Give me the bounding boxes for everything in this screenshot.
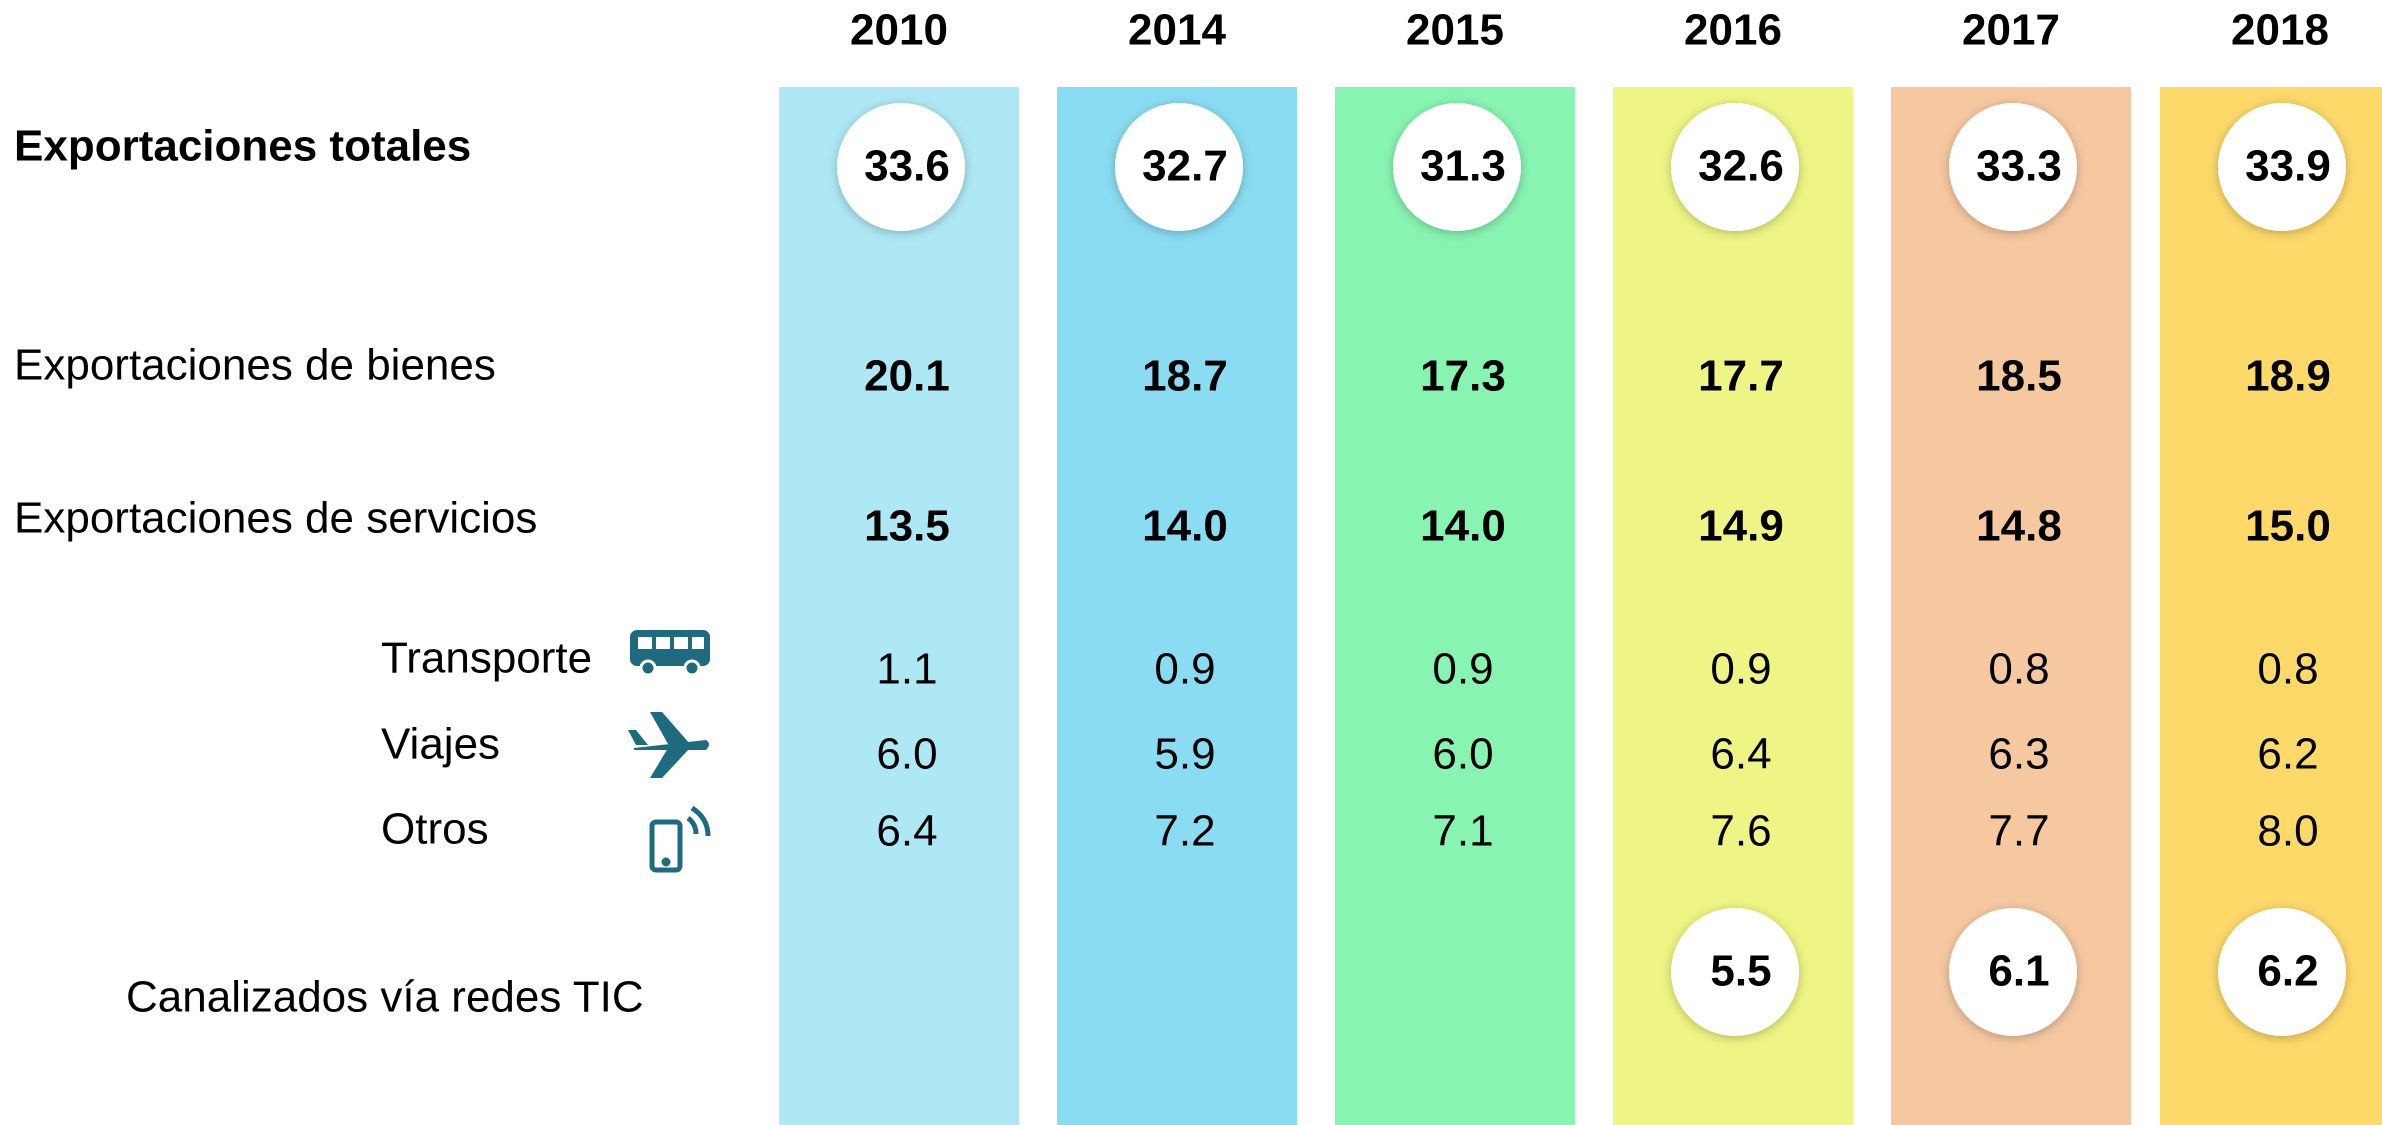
row-label: Canalizados vía redes TIC xyxy=(126,973,644,1022)
plane-icon xyxy=(628,712,709,778)
value: 1.1 xyxy=(876,645,937,694)
value: 32.6 xyxy=(1698,142,1784,191)
value: 33.6 xyxy=(864,142,950,191)
value-circle xyxy=(1115,103,1243,231)
value: 13.5 xyxy=(864,502,950,551)
year-column xyxy=(779,87,1019,1125)
value: 6.4 xyxy=(1710,730,1771,779)
row-label: Exportaciones de servicios xyxy=(14,494,537,543)
value: 5.9 xyxy=(1154,730,1215,779)
year-label: 2018 xyxy=(2231,6,2329,55)
row-label: Exportaciones de bienes xyxy=(14,341,496,390)
value: 5.5 xyxy=(1710,947,1771,996)
value: 32.7 xyxy=(1142,142,1228,191)
value: 15.0 xyxy=(2245,502,2331,551)
value-circle xyxy=(1949,103,2077,231)
value: 14.8 xyxy=(1976,502,2062,551)
value: 33.9 xyxy=(2245,142,2331,191)
year-label: 2016 xyxy=(1684,6,1782,55)
value: 20.1 xyxy=(864,352,950,401)
year-label: 2010 xyxy=(850,6,948,55)
year-label: 2015 xyxy=(1406,6,1504,55)
value: 7.1 xyxy=(1432,807,1493,856)
value: 0.9 xyxy=(1154,645,1215,694)
value: 14.0 xyxy=(1142,502,1228,551)
year-label: 2017 xyxy=(1962,6,2060,55)
value: 6.1 xyxy=(1988,947,2049,996)
value: 6.0 xyxy=(1432,730,1493,779)
phone-icon xyxy=(649,805,711,873)
value: 6.4 xyxy=(876,807,937,856)
value: 18.5 xyxy=(1976,352,2062,401)
value-circle xyxy=(2218,103,2346,231)
value: 7.2 xyxy=(1154,807,1215,856)
value: 7.7 xyxy=(1988,807,2049,856)
year-label: 2014 xyxy=(1128,6,1226,55)
value: 0.8 xyxy=(1988,645,2049,694)
value: 0.8 xyxy=(2257,645,2318,694)
value: 6.3 xyxy=(1988,730,2049,779)
row-label: Transporte xyxy=(381,634,592,683)
value: 17.7 xyxy=(1698,352,1784,401)
value: 14.9 xyxy=(1698,502,1784,551)
value: 6.0 xyxy=(876,730,937,779)
value: 31.3 xyxy=(1420,142,1506,191)
value: 0.9 xyxy=(1432,645,1493,694)
value: 18.9 xyxy=(2245,352,2331,401)
value: 8.0 xyxy=(2257,807,2318,856)
value-circle xyxy=(837,103,965,231)
value: 6.2 xyxy=(2257,730,2318,779)
year-column xyxy=(1057,87,1297,1125)
row-label: Exportaciones totales xyxy=(14,122,471,171)
value-circle xyxy=(1671,908,1799,1036)
value-circle xyxy=(1393,103,1521,231)
row-label: Otros xyxy=(381,805,489,854)
value-circle xyxy=(1949,908,2077,1036)
year-column xyxy=(1335,87,1575,1125)
value: 17.3 xyxy=(1420,352,1506,401)
value-circle xyxy=(1671,103,1799,231)
value: 14.0 xyxy=(1420,502,1506,551)
value: 33.3 xyxy=(1976,142,2062,191)
value: 18.7 xyxy=(1142,352,1228,401)
value: 0.9 xyxy=(1710,645,1771,694)
value: 7.6 xyxy=(1710,807,1771,856)
bus-icon xyxy=(630,630,710,677)
row-label: Viajes xyxy=(381,720,500,769)
value: 6.2 xyxy=(2257,947,2318,996)
value-circle xyxy=(2218,908,2346,1036)
